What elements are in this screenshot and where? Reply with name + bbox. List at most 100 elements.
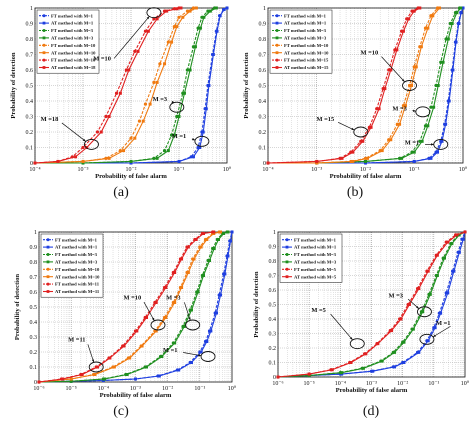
annotation-arrowhead	[433, 334, 437, 337]
legend-marker	[285, 260, 289, 264]
y-tick-label: 0.8	[30, 260, 38, 266]
annotation-arrowhead	[416, 305, 419, 309]
x-tick-label: 10⁻¹	[174, 167, 185, 173]
data-point	[194, 238, 198, 241]
data-point	[69, 379, 73, 383]
legend-entry: FT method with M=1	[294, 237, 337, 242]
y-tick-label: 0.8	[26, 37, 34, 43]
data-point	[421, 310, 425, 314]
legend-marker	[285, 245, 289, 249]
data-point	[185, 9, 190, 13]
data-point	[412, 9, 416, 13]
legend-entry: AT method with M=18	[51, 65, 96, 70]
y-tick-label: 0.1	[269, 361, 277, 367]
chart-d: 0 0.1 0.2 0.3 0.4 0.5 0.6 0.7 0.8 0.9 1 10⁻⁶ 10⁻⁵ 10⁻…	[253, 230, 470, 419]
annotation: M =3	[389, 292, 432, 318]
data-point	[201, 130, 205, 134]
x-tick-label: 10⁻³	[78, 167, 89, 173]
legend-entry: AT method with M=15	[284, 65, 329, 70]
x-tick-label: 10⁰	[461, 380, 470, 387]
data-point	[215, 311, 219, 315]
data-point	[215, 29, 219, 33]
data-point	[401, 29, 405, 33]
data-point	[410, 84, 414, 87]
legend-marker	[275, 36, 279, 40]
annotation: M =10	[361, 50, 417, 91]
data-point	[444, 122, 448, 126]
y-tick-label: 0.8	[269, 259, 277, 265]
series-line	[267, 7, 421, 164]
annotation-label: M =10	[361, 50, 379, 57]
annotation-arrowhead	[146, 16, 150, 20]
subfigure-caption: (d)	[363, 404, 380, 419]
annotation-ellipse	[194, 135, 210, 147]
y-tick-label: 1	[273, 230, 276, 236]
x-tick-label: 10⁰	[459, 166, 468, 173]
data-point	[398, 122, 402, 126]
legend-marker	[275, 29, 279, 32]
series-8	[33, 6, 183, 165]
data-point	[201, 274, 205, 277]
data-point	[212, 230, 216, 234]
legend-box	[36, 9, 100, 74]
data-point	[125, 373, 129, 376]
data-point	[143, 102, 148, 106]
chart-a: 0 0.1 0.2 0.3 0.4 0.5 0.6 0.7 0.8 0.9 1 10⁻⁴ 10⁻³ 10⁻…	[10, 6, 232, 200]
legend-entry: AT method with M=3	[51, 36, 94, 41]
legend-marker	[285, 267, 289, 271]
data-point	[170, 40, 174, 44]
data-point	[418, 6, 422, 10]
legend-marker	[46, 260, 50, 264]
y-tick-label: 0.3	[259, 115, 267, 121]
data-point	[452, 269, 456, 273]
legend-marker	[285, 238, 289, 242]
annotation-arrowhead	[171, 100, 175, 104]
y-tick-label: 0.7	[269, 274, 277, 280]
series-line	[38, 231, 233, 383]
data-point	[95, 130, 100, 134]
legend-entry: AT method with M=3	[294, 260, 337, 265]
annotation-arrow	[143, 301, 155, 321]
annotation-label: M =11	[68, 337, 85, 344]
data-point	[172, 25, 176, 29]
data-point	[211, 53, 215, 56]
annotation: M =15	[316, 116, 369, 138]
data-point	[369, 125, 373, 129]
data-point	[225, 6, 229, 10]
annotation: M =1	[172, 133, 210, 147]
data-point	[191, 155, 195, 159]
data-point	[441, 60, 445, 64]
annotation-arrowhead	[401, 79, 405, 82]
data-point	[177, 115, 181, 118]
data-point	[307, 372, 311, 376]
data-point	[420, 139, 424, 143]
x-axis-label: Probability of false alarm	[330, 173, 402, 180]
data-point	[419, 45, 423, 49]
y-tick-label: 1	[30, 6, 33, 12]
legend-entry: AT method with M=10	[284, 50, 329, 55]
data-point	[383, 87, 387, 91]
data-point	[146, 29, 150, 33]
data-point	[135, 329, 139, 333]
y-tick-label: 0.8	[259, 37, 267, 43]
legend-marker	[275, 21, 279, 25]
legend-marker	[46, 238, 50, 242]
data-point	[165, 9, 169, 13]
legend-marker	[46, 253, 50, 256]
data-point	[340, 156, 344, 160]
data-point	[230, 230, 234, 234]
chart-c: 0 0.1 0.2 0.3 0.4 0.5 0.6 0.7 0.8 0.9 1 10⁻⁶ 10⁻⁵ 10⁻…	[14, 230, 237, 419]
data-point	[196, 26, 200, 30]
y-tick-label: 0.5	[26, 84, 34, 90]
data-point	[164, 286, 168, 289]
data-point	[136, 49, 140, 53]
x-tick-label: 10⁻⁴	[29, 167, 40, 173]
data-point	[330, 368, 334, 372]
annotation-ellipse	[84, 138, 99, 150]
data-point	[426, 339, 430, 343]
data-point	[205, 238, 209, 241]
x-tick-label: 10⁻²	[397, 381, 408, 387]
data-point	[417, 350, 421, 354]
data-point	[351, 150, 355, 154]
y-tick-label: 0.1	[259, 146, 267, 152]
